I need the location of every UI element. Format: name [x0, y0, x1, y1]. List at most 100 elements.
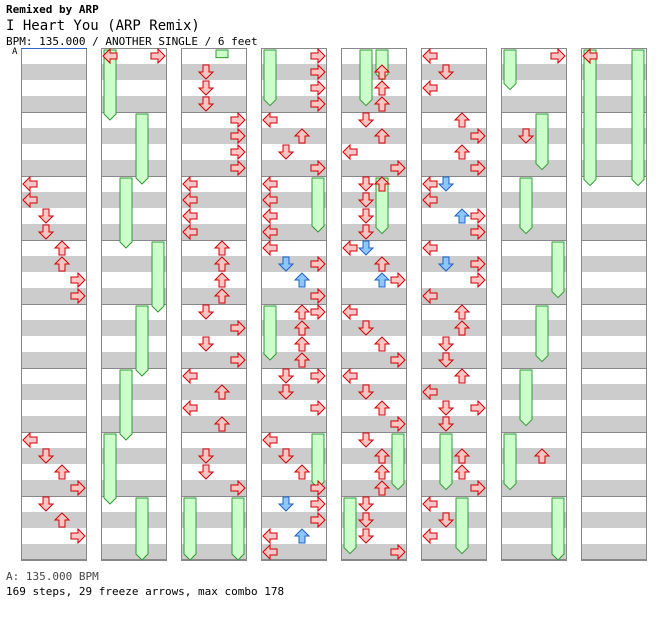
beat-stripe: [21, 96, 87, 112]
column-border: [261, 48, 327, 560]
beat-stripe: [501, 192, 567, 208]
beat-stripe: [501, 448, 567, 464]
beat-stripe: [581, 256, 647, 272]
beat-stripe: [581, 544, 647, 560]
step-arrow-left: [22, 175, 38, 193]
step-arrow-up: [213, 240, 231, 256]
beat-stripe: [101, 160, 167, 176]
step-arrow-left: [262, 527, 278, 545]
step-arrow-up: [373, 400, 391, 416]
beat-stripe: [421, 160, 487, 176]
beat-stripe: [21, 352, 87, 368]
step-arrow-up: [373, 464, 391, 480]
beat-stripe: [581, 160, 647, 176]
step-arrow-left: [22, 191, 38, 209]
beat-stripe: [421, 512, 487, 528]
freeze-arrow-up: [455, 497, 469, 555]
beat-stripe: [101, 320, 167, 336]
beat-stripe: [21, 416, 87, 432]
step-arrow-down: [277, 256, 295, 272]
freeze-arrow-left: [103, 49, 117, 121]
freeze-arrow-up: [135, 305, 149, 377]
beat-stripe: [261, 448, 327, 464]
step-arrow-up: [53, 512, 71, 528]
freeze-arrow-down: [439, 433, 453, 491]
beat-stripe: [181, 224, 247, 240]
step-arrow-left: [422, 191, 438, 209]
beat-stripe: [341, 320, 407, 336]
step-arrow-down: [197, 96, 215, 112]
freeze-arrow-left: [183, 497, 197, 561]
step-arrow-up: [373, 336, 391, 352]
beat-stripe: [341, 448, 407, 464]
freeze-arrow-up: [535, 305, 549, 363]
step-arrow-right: [390, 543, 406, 561]
step-arrow-up: [293, 304, 311, 320]
step-arrow-down: [197, 464, 215, 480]
step-arrow-up: [373, 128, 391, 144]
beat-stripe: [21, 256, 87, 272]
beat-stripe: [261, 224, 327, 240]
beat-stripe: [21, 544, 87, 560]
beat-stripe: [501, 224, 567, 240]
step-arrow-up: [373, 64, 391, 80]
beat-stripe: [101, 96, 167, 112]
step-arrow-up: [53, 240, 71, 256]
beat-stripe: [181, 160, 247, 176]
beat-stripe: [261, 64, 327, 80]
beat-stripe: [581, 320, 647, 336]
beat-stripe: [181, 288, 247, 304]
beat-stripe: [501, 256, 567, 272]
beat-stripe: [421, 96, 487, 112]
column-border: [501, 48, 567, 560]
step-arrow-up: [533, 448, 551, 464]
freeze-arrow-up: [215, 49, 229, 59]
bpm-change-note: A: 135.000 BPM: [6, 570, 99, 583]
beat-stripe: [261, 128, 327, 144]
step-arrow-down: [437, 64, 455, 80]
step-arrow-left: [262, 207, 278, 225]
step-arrow-down: [37, 496, 55, 512]
freeze-arrow-right: [231, 497, 245, 561]
step-arrow-down: [357, 192, 375, 208]
step-arrow-up: [373, 480, 391, 496]
step-arrow-right: [310, 303, 326, 321]
step-arrow-up: [373, 272, 391, 288]
step-arrow-right: [310, 511, 326, 529]
step-chart: [21, 47, 647, 561]
step-arrow-down: [277, 144, 295, 160]
freeze-arrow-left: [503, 433, 517, 491]
beat-stripe: [261, 320, 327, 336]
beat-stripe: [341, 96, 407, 112]
remixer-line: Remixed by ARP: [6, 3, 99, 16]
step-arrow-up: [213, 288, 231, 304]
freeze-arrow-right: [631, 49, 645, 187]
step-arrow-up: [453, 144, 471, 160]
step-arrow-down: [357, 240, 375, 256]
beat-stripe: [421, 320, 487, 336]
freeze-arrow-right: [311, 177, 325, 233]
step-arrow-up: [373, 96, 391, 112]
step-arrow-left: [422, 239, 438, 257]
step-arrow-left: [342, 367, 358, 385]
freeze-arrow-down: [119, 369, 133, 441]
step-arrow-right: [310, 47, 326, 65]
step-arrow-left: [262, 223, 278, 241]
bpm-marker: A: [12, 47, 18, 57]
step-arrow-right: [70, 287, 86, 305]
beat-stripe: [181, 352, 247, 368]
step-arrow-right: [230, 319, 246, 337]
step-arrow-up: [213, 272, 231, 288]
step-arrow-up: [293, 464, 311, 480]
beat-stripe: [261, 160, 327, 176]
step-arrow-right: [390, 159, 406, 177]
beat-stripe: [501, 96, 567, 112]
step-arrow-left: [182, 399, 198, 417]
step-arrow-down: [357, 528, 375, 544]
beat-stripe: [181, 416, 247, 432]
beat-stripe: [341, 544, 407, 560]
step-arrow-up: [453, 464, 471, 480]
step-arrow-right: [390, 351, 406, 369]
step-arrow-right: [310, 399, 326, 417]
beat-stripe: [581, 416, 647, 432]
